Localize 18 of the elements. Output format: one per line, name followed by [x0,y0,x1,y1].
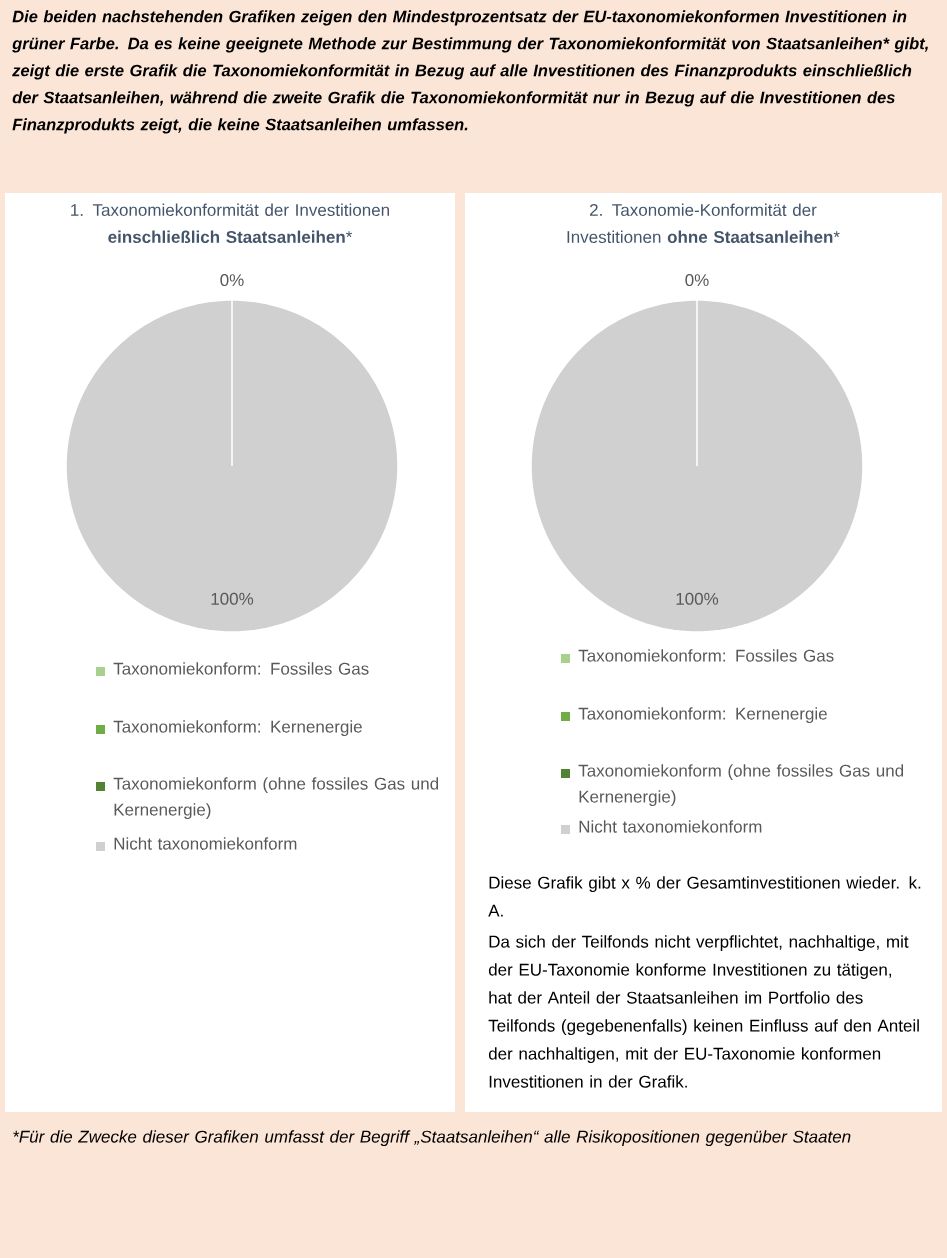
text: *Für die Zwecke dieser Grafiken umfasst der Begriff „Staatsanleihen“ alle Risikopositionen gegenüber Staaten [13,1130,851,1147]
legend-label: Taxonomiekonform: Kernenergie [113,720,362,737]
text: Da sich der Teilfonds nicht verpflichtet, nachhaltige, mit der EU-Taxonomie konforme Investitionen zu tätigen, hat der Anteil der Staatsanleihen im Portfolio des Teilfonds (gegebenenfalls) keinen Einfluss auf den Anteil der nachhaltigen, mit der EU-Taxonomie konformen Investitionen in der Grafik. [488,935,919,1088]
chart-title: 1. Taxonomiekonformität der Investitionen einschließlich Staatsanleihen* [71,203,389,244]
data-label: 100% [676,592,719,605]
text: 0% [220,274,244,287]
legend-label: Taxonomiekonform: Fossiles Gas [113,662,369,675]
legend-label: Taxonomiekonform (ohne fossiles Gas und Kernenergie) [578,764,904,807]
text: Diese Grafik gibt x % der Gesamtinvestitionen wieder. k. A. [488,876,921,917]
text: 0% [685,274,709,287]
legend-label: Taxonomiekonform (ohne fossiles Gas und Kernenergie) [113,777,439,820]
text: Die beiden nachstehenden Grafiken zeigen den Mindestprozentsatz der EU-taxonomiekonformen Investitionen in grüner Farbe. Da es keine geeignete Methode zur Bestimmung der Taxonomiekonformität von Staatsanleihen* gibt, zeigt die erste Grafik die Taxonomiekonformität in Bezug auf alle Investitionen des Finanzprodukts einschließlich der Staatsanleihen, während die zweite Grafik die Taxonomiekonformität nur in Bezug auf die Investitionen des Finanzprodukts zeigt, die keine Staatsanleihen umfassen. [12,10,928,134]
legend-label: Taxonomiekonform: Fossiles Gas [578,649,834,662]
legend-label: Nicht taxonomiekonform [114,837,297,850]
legend-label: Taxonomiekonform: Kernenergie [578,707,827,724]
chart-title: 2. Taxonomie-Konformität der Investitionen ohne Staatsanleihen* [567,203,840,244]
data-label: 100% [211,592,254,605]
legend-label: Nicht taxonomiekonform [579,820,762,833]
